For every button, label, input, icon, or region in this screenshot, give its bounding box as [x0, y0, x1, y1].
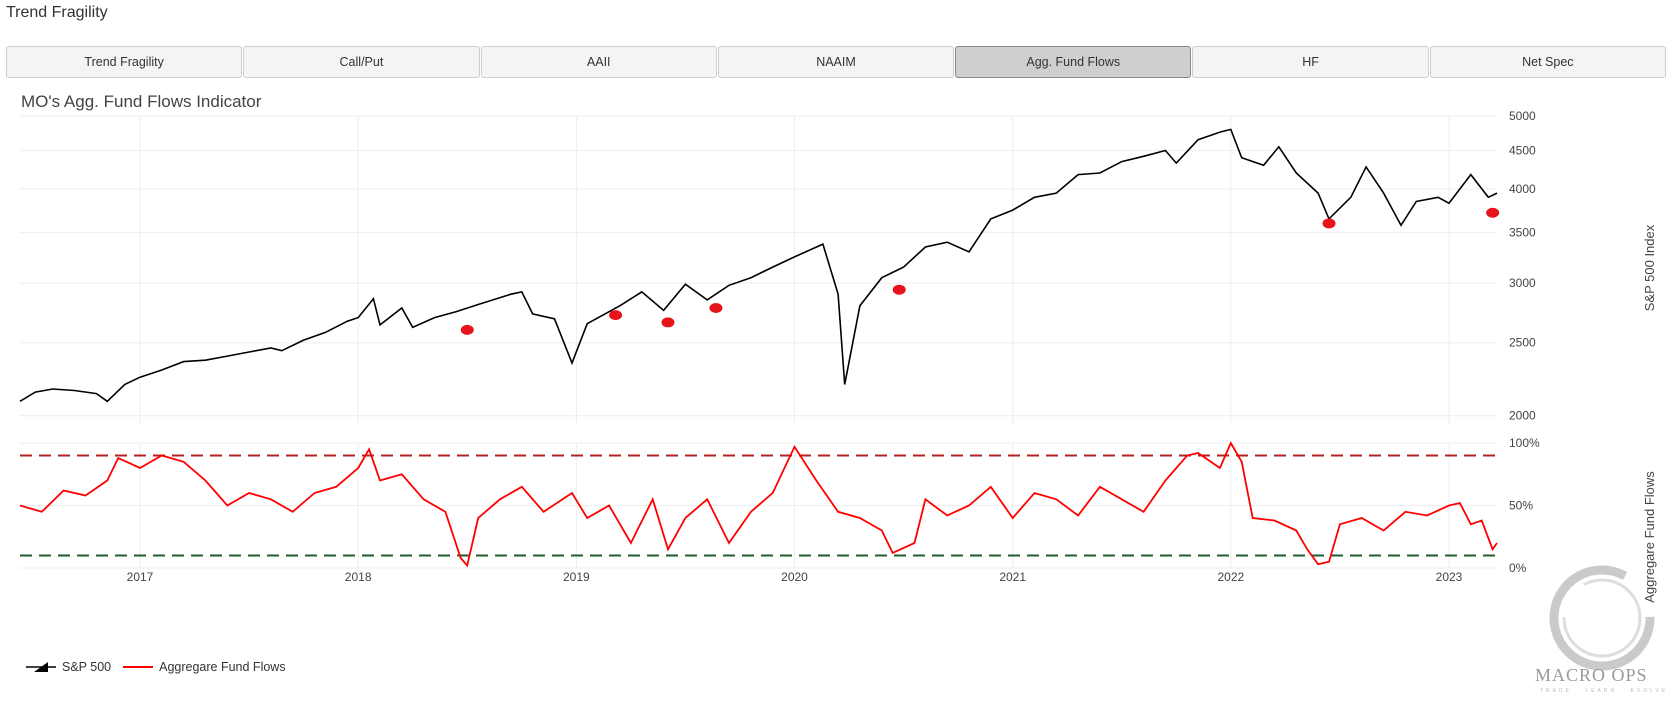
x-tick-label: 2022: [1217, 570, 1244, 584]
signal-marker: [1322, 218, 1336, 229]
legend-item-sp500[interactable]: S&P 500: [26, 660, 111, 674]
macro-ops-logo-icon: [1549, 565, 1655, 671]
signal-marker: [661, 317, 675, 328]
y-tick-label-top: 5000: [1509, 109, 1536, 123]
legend-swatch-sp500: [26, 662, 56, 672]
tab-agg-fund-flows[interactable]: Agg. Fund Flows: [955, 46, 1192, 78]
signal-marker: [460, 324, 474, 335]
y-tick-label-top: 2000: [1509, 409, 1536, 423]
legend-label-sp500: S&P 500: [62, 660, 112, 674]
y-axis-ticks-top: 2000 2500 3000 3500 4000 4500 5000: [1509, 109, 1536, 423]
page-title: Trend Fragility: [6, 4, 108, 21]
legend-swatch-fund-flows: [123, 666, 154, 668]
signal-marker: [1486, 207, 1500, 218]
signal-marker: [609, 310, 623, 321]
grid-lines: [20, 115, 1497, 569]
y-axis-title-top: S&P 500 Index: [1642, 224, 1657, 311]
x-tick-label: 2018: [345, 570, 372, 584]
legend-label-fund-flows: Aggregare Fund Flows: [159, 660, 286, 674]
chart-title: MO's Agg. Fund Flows Indicator: [21, 92, 262, 111]
fund-flows-line: [19, 441, 1498, 568]
x-tick-label: 2023: [1436, 570, 1463, 584]
y-tick-label-bottom: 50%: [1509, 499, 1533, 513]
y-tick-label-bottom: 100%: [1509, 436, 1540, 450]
indicator-tabs: Trend Fragility Call/Put AAII NAAIM Agg.…: [6, 46, 1666, 78]
y-tick-label-top: 3500: [1509, 226, 1536, 240]
tab-aaii[interactable]: AAII: [480, 46, 717, 78]
signal-marker: [709, 303, 723, 314]
legend-item-fund-flows[interactable]: Aggregare Fund Flows: [123, 660, 286, 674]
x-tick-label: 2019: [563, 570, 590, 584]
logo-text: MACRO OPS: [1535, 665, 1648, 685]
tab-call-put[interactable]: Call/Put: [243, 46, 480, 78]
x-tick-label: 2020: [781, 570, 808, 584]
signal-markers: [460, 207, 1500, 335]
y-axis-title-bottom: Aggregare Fund Flows: [1642, 471, 1657, 603]
y-tick-label-top: 2500: [1509, 336, 1536, 350]
y-tick-label-top: 4000: [1509, 182, 1536, 196]
y-tick-label-bottom: 0%: [1509, 561, 1527, 575]
signal-marker: [892, 284, 906, 295]
y-axis-ticks-bottom: 0% 50% 100%: [1509, 436, 1540, 575]
y-tick-label-top: 3000: [1509, 276, 1536, 290]
sp500-line: [19, 128, 1498, 403]
x-tick-label: 2021: [999, 570, 1026, 584]
logo-subtext: TRADE · LEARN · EVOLVE: [1540, 688, 1669, 694]
legend: S&P 500 Aggregare Fund Flows: [26, 660, 286, 674]
tab-trend-fragility[interactable]: Trend Fragility: [6, 46, 243, 78]
x-tick-label: 2017: [127, 570, 154, 584]
tab-hf[interactable]: HF: [1192, 46, 1429, 78]
x-axis-ticks: 2017 2018 2019 2020 2021 2022 2023: [127, 570, 1463, 584]
y-tick-label-top: 4500: [1509, 143, 1536, 157]
tab-net-spec[interactable]: Net Spec: [1429, 46, 1666, 78]
tab-naaim[interactable]: NAAIM: [717, 46, 955, 78]
